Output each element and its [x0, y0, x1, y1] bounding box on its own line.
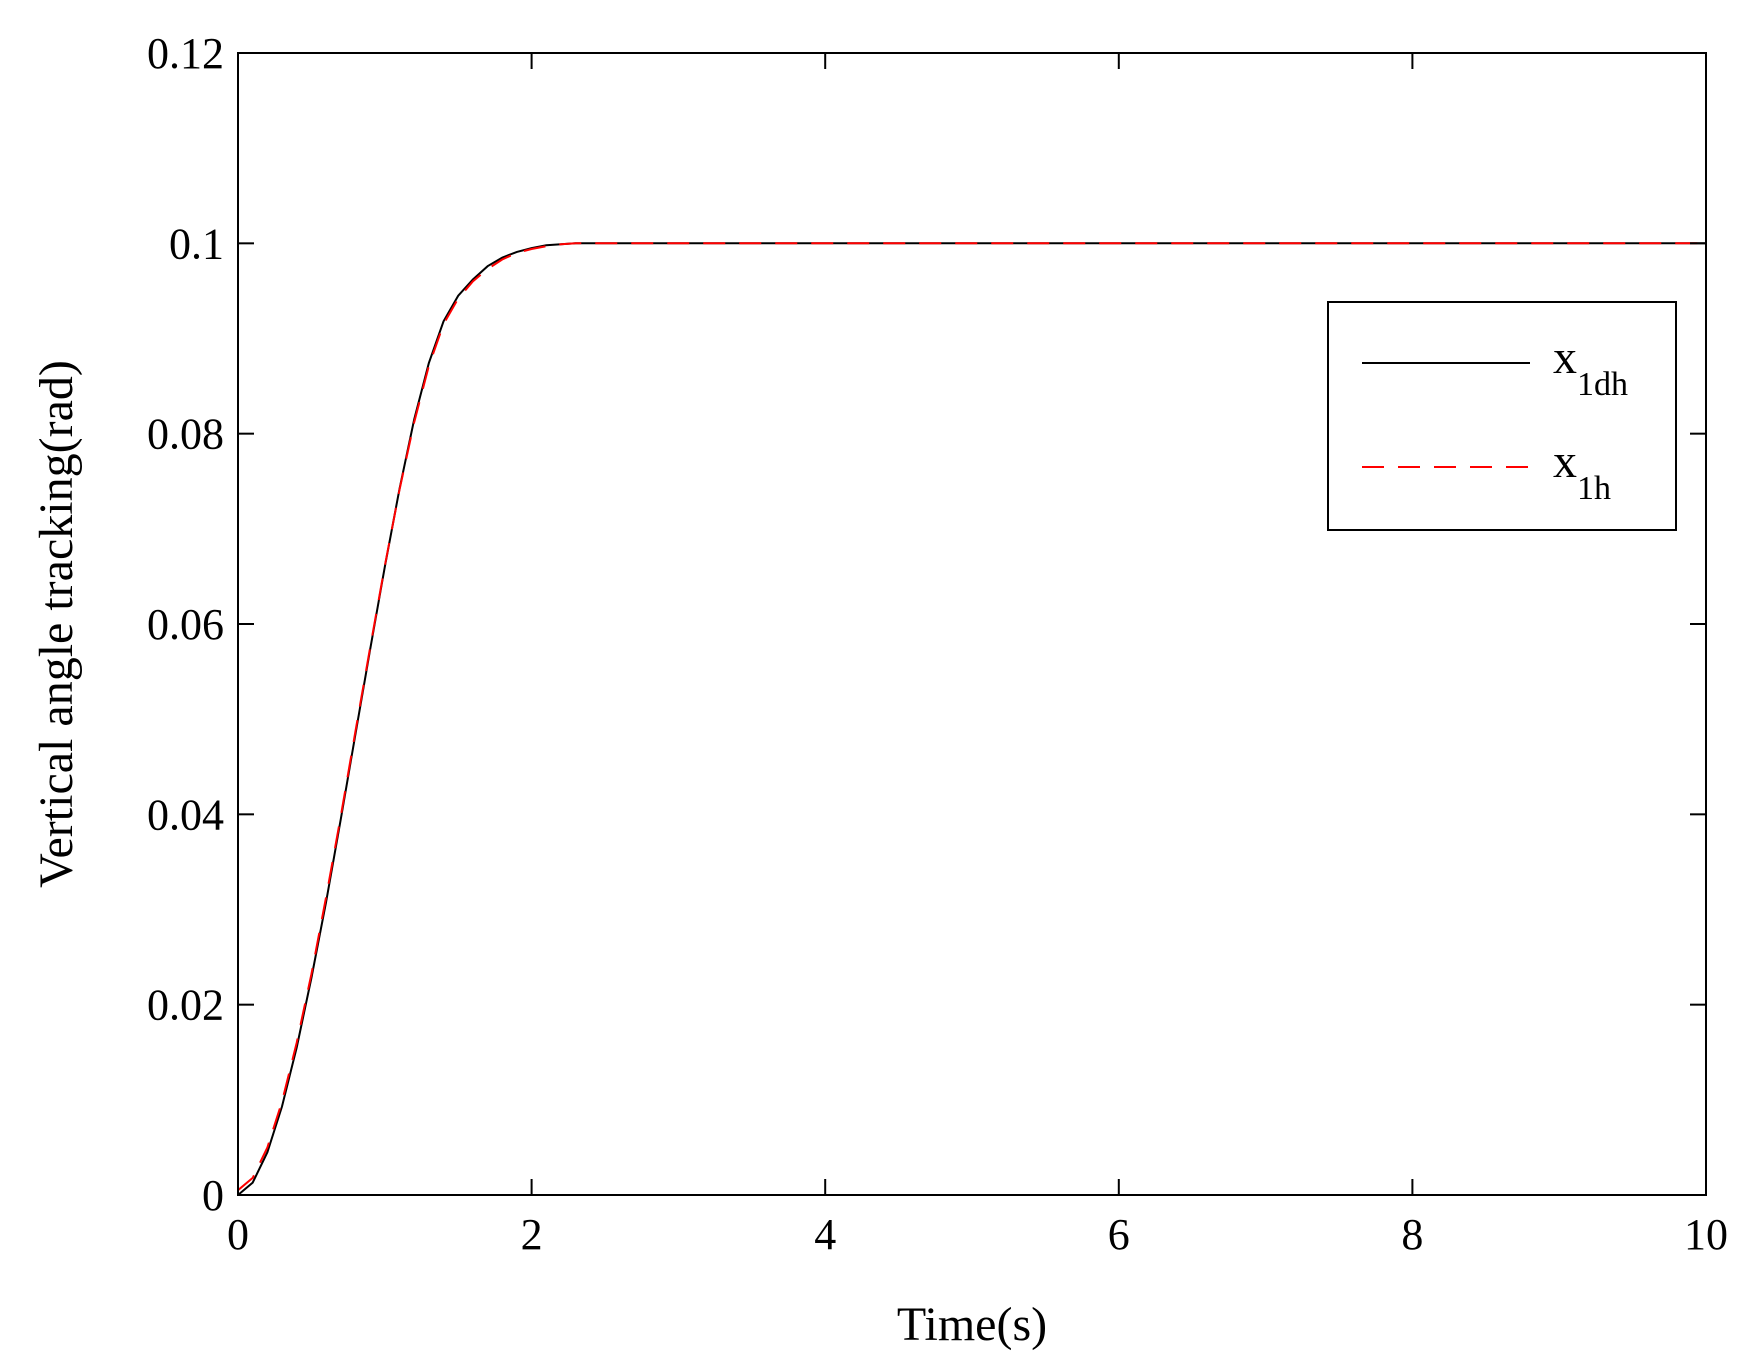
axis-ticks: 0 2 4 6 8 10 0 0.02 0.04 0.06 0.08 0.1 0.12	[147, 29, 1728, 1259]
x-tick-label: 0	[227, 1210, 249, 1259]
x-tick-label: 4	[814, 1210, 836, 1259]
y-tick-label: 0.02	[147, 981, 224, 1030]
x-tick-label: 8	[1401, 1210, 1423, 1259]
y-tick-label: 0.06	[147, 600, 224, 649]
y-axis-label: Vertical angle tracking(rad)	[30, 360, 83, 888]
x-axis-label: Time(s)	[897, 1298, 1047, 1351]
legend-sub-x1h: 1h	[1577, 470, 1611, 507]
legend-label-x1dh: x1dh	[1553, 331, 1628, 403]
legend-name-x1h: x	[1553, 435, 1577, 488]
legend-name-x1dh: x	[1553, 331, 1577, 384]
y-tick-label: 0.1	[169, 219, 224, 268]
x-tick-label: 6	[1108, 1210, 1130, 1259]
x-tick-label: 10	[1684, 1210, 1728, 1259]
x-tick-label: 2	[521, 1210, 543, 1259]
legend-box	[1327, 301, 1677, 531]
legend: x1dh x1h	[1327, 301, 1677, 531]
y-tick-label: 0	[202, 1171, 224, 1220]
y-tick-label: 0.04	[147, 790, 224, 839]
legend-sub-x1dh: 1dh	[1577, 366, 1628, 403]
legend-label-x1h: x1h	[1553, 435, 1611, 507]
plot-area	[237, 242, 1706, 1196]
series-line-x1h	[237, 242, 1706, 1191]
y-tick-label: 0.08	[147, 410, 224, 459]
y-tick-label: 0.12	[147, 29, 224, 78]
